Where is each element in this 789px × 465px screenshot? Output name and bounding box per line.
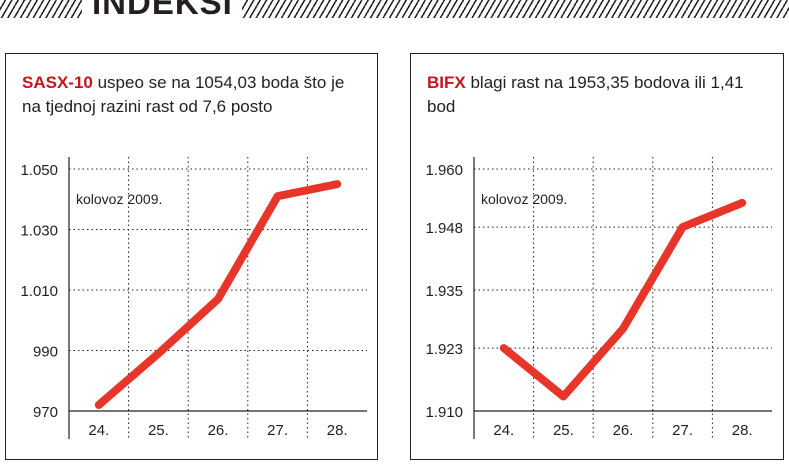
chart-note: kolovoz 2009. bbox=[76, 191, 162, 207]
bifx-caption: BIFX blagi rast na 1953,35 bodova ili 1,… bbox=[427, 71, 771, 119]
sasx-panel: SASX-10 uspeo se na 1054,03 boda što je … bbox=[5, 53, 378, 460]
sasx-caption-text: uspeo se na 1054,03 boda što je na tjedn… bbox=[22, 73, 345, 116]
x-tick-label: 25. bbox=[553, 422, 574, 439]
y-tick-label: 970 bbox=[33, 404, 58, 421]
bifx-line-chart: 1.910 1.923 1.935 1.948 1.960 24. 25. 26. 27. 28.… bbox=[425, 157, 772, 439]
y-tick-label: 1.935 bbox=[425, 283, 463, 300]
y-tick-label: 990 bbox=[33, 344, 58, 361]
header-hatch-left bbox=[0, 0, 82, 18]
y-tick-label: 1.050 bbox=[20, 162, 58, 179]
x-tick-label: 24. bbox=[493, 422, 514, 439]
x-tick-label: 25. bbox=[148, 422, 169, 439]
section-title: INDEKSI bbox=[92, 0, 233, 21]
x-tick-label: 26. bbox=[613, 422, 634, 439]
y-tick-label: 1.030 bbox=[20, 223, 58, 240]
y-tick-label: 1.948 bbox=[425, 220, 463, 237]
sasx-line-chart: 970 990 1.010 1.030 1.050 24. 25. 26. 27. 28. kolo… bbox=[20, 157, 367, 439]
bifx-index-name: BIFX bbox=[427, 73, 466, 92]
series-line bbox=[94, 180, 342, 409]
x-tick-label: 24. bbox=[88, 422, 109, 439]
x-tick-label: 28. bbox=[327, 422, 348, 439]
bifx-panel: BIFX blagi rast na 1953,35 bodova ili 1,… bbox=[410, 53, 784, 460]
y-tick-label: 1.010 bbox=[20, 283, 58, 300]
y-tick-label: 1.910 bbox=[425, 404, 463, 421]
y-tick-label: 1.960 bbox=[425, 162, 463, 179]
sasx-caption: SASX-10 uspeo se na 1054,03 boda što je … bbox=[22, 71, 365, 119]
sasx-index-name: SASX-10 bbox=[22, 73, 93, 92]
bifx-caption-text: blagi rast na 1953,35 bodova ili 1,41 bo… bbox=[427, 73, 744, 116]
header-hatch-right bbox=[242, 0, 789, 18]
x-tick-label: 27. bbox=[267, 422, 288, 439]
series-line bbox=[499, 198, 747, 401]
x-tick-label: 26. bbox=[208, 422, 229, 439]
y-tick-label: 1.923 bbox=[425, 341, 463, 358]
x-tick-label: 28. bbox=[732, 422, 753, 439]
x-tick-label: 27. bbox=[672, 422, 693, 439]
header-band: INDEKSI bbox=[0, 0, 789, 24]
chart-note: kolovoz 2009. bbox=[481, 191, 567, 207]
